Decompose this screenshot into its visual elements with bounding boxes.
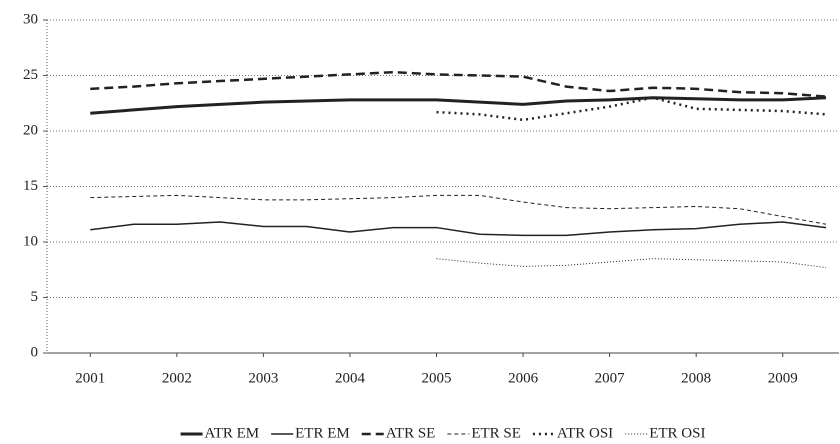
- legend-label: ATR EM: [205, 425, 260, 441]
- series-line: [90, 96, 827, 115]
- y-tick-label: 20: [23, 122, 38, 138]
- x-tick-label: 2005: [422, 370, 452, 386]
- x-tick-label: 2001: [75, 370, 105, 386]
- series-line: [90, 194, 827, 225]
- legend-label: ATR SE: [386, 425, 436, 441]
- x-tick-label: 2003: [248, 370, 278, 386]
- y-tick-label: 15: [23, 178, 38, 194]
- y-tick-label: 25: [23, 67, 38, 83]
- legend-label: ETR SE: [471, 425, 521, 441]
- x-tick-label: 2008: [681, 370, 711, 386]
- x-tick-label: 2007: [595, 370, 626, 386]
- x-tick-label: 2006: [508, 370, 539, 386]
- legend-label: ETR EM: [295, 425, 350, 441]
- x-tick-label: 2004: [335, 370, 366, 386]
- y-tick-label: 0: [31, 344, 39, 360]
- x-tick-label: 2009: [768, 370, 798, 386]
- series-line: [90, 221, 827, 237]
- y-tick-label: 30: [23, 11, 38, 27]
- series-line: [90, 70, 827, 98]
- y-tick-label: 5: [31, 289, 39, 305]
- y-tick-label: 10: [23, 233, 38, 249]
- legend-label: ATR OSI: [557, 425, 613, 441]
- series-line: [436, 258, 827, 269]
- x-tick-label: 2002: [162, 370, 192, 386]
- legend-label: ETR OSI: [649, 425, 705, 441]
